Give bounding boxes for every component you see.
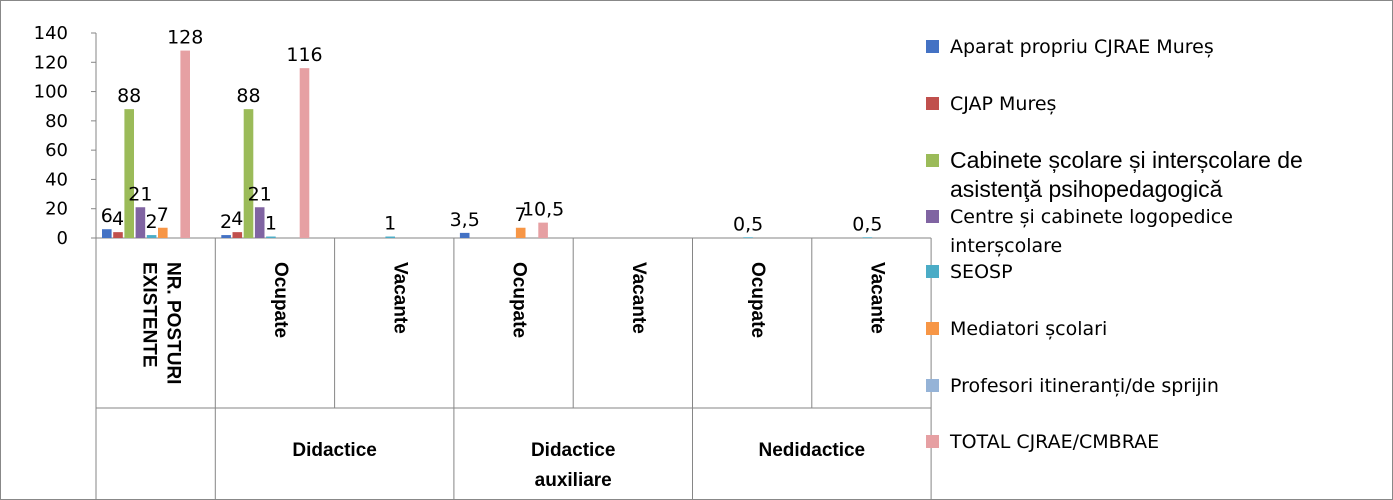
bar-seosp — [862, 237, 873, 238]
bar-cabinete-scolare-si-interscolare-de-asistenta-psihopedagogica — [243, 109, 254, 239]
bar-cjap-mures — [232, 232, 243, 238]
bar-mediatori-scolari — [158, 227, 168, 238]
data-label: 21 — [248, 183, 272, 205]
y-tick-label: 20 — [45, 199, 68, 220]
data-label: 6 — [101, 205, 113, 227]
bar-centre-si-cabinete-logopedice-interscolare — [135, 207, 146, 238]
y-axis-ticks: 0 20 40 60 80 100 120 140 — [34, 23, 68, 249]
category-label: Ocupate — [509, 262, 530, 338]
legend-label: SEOSP — [950, 261, 1013, 283]
legend: Aparat propriu CJRAE Mureș CJAP Mureș Cabi… — [926, 36, 1303, 453]
legend-swatch-profesori-itineranti-de-sprijin — [926, 379, 939, 392]
category-label: Vacante — [866, 262, 887, 334]
category-label: NR. POSTURI — [163, 262, 184, 384]
category-label: Vacante — [628, 262, 649, 334]
data-label: 3,5 — [450, 209, 480, 231]
bar-centre-si-cabinete-logopedice-interscolare — [254, 207, 265, 238]
data-label: 88 — [117, 85, 141, 107]
category-label: EXISTENTE — [139, 262, 160, 368]
data-label: 7 — [157, 204, 169, 226]
legend-swatch-cjap-mures — [926, 97, 939, 110]
bar-seosp — [146, 235, 157, 238]
legend-label: CJAP Mureș — [950, 93, 1056, 115]
data-label: 88 — [236, 85, 260, 107]
bar-total-cjrae-cmbrae — [180, 50, 190, 239]
group-label: Didactice — [292, 440, 376, 461]
bars — [102, 50, 873, 239]
group-label: auxiliare — [535, 470, 612, 491]
category-label: Ocupate — [270, 262, 291, 338]
legend-label: TOTAL CJRAE/CMBRAE — [949, 431, 1159, 453]
data-label: 4 — [112, 208, 124, 230]
bar-cabinete-scolare-si-interscolare-de-asistenta-psihopedagogica — [124, 109, 134, 239]
bar-aparat-propriu-cjrae-mures — [221, 235, 231, 238]
data-label: 0,5 — [852, 213, 882, 235]
data-label: 1 — [384, 213, 396, 235]
data-label: 0,5 — [733, 213, 763, 235]
category-label: Vacante — [389, 262, 410, 334]
y-tick-label: 120 — [34, 52, 68, 73]
data-label: 4 — [231, 208, 243, 230]
data-label: 10,5 — [522, 199, 564, 221]
legend-label: Centre și cabinete logopedice — [950, 206, 1233, 228]
y-tick-label: 60 — [45, 140, 68, 161]
y-tick-label: 100 — [34, 82, 68, 103]
bar-seosp — [743, 237, 753, 238]
bar-seosp — [266, 236, 276, 238]
bar-aparat-propriu-cjrae-mures — [459, 232, 470, 238]
bar-total-cjrae-cmbrae — [299, 68, 310, 239]
data-label: 7 — [515, 204, 527, 226]
data-label: 2 — [220, 211, 232, 233]
bar-aparat-propriu-cjrae-mures — [102, 229, 112, 238]
legend-label: Aparat propriu CJRAE Mureș — [950, 36, 1214, 58]
legend-label: asistenţă psihopedagogică — [950, 176, 1223, 202]
group-label: Nedidactice — [758, 440, 865, 461]
y-tick-label: 80 — [45, 111, 68, 132]
data-label: 116 — [286, 44, 322, 66]
data-label: 1 — [265, 213, 277, 235]
group-labels: Didactice Didactice auxiliare Nedidactice — [292, 440, 865, 491]
legend-swatch-mediatori-scolari — [926, 322, 939, 335]
legend-label: Cabinete școlare și interșcolare de — [950, 147, 1303, 173]
legend-label: Profesori itineranți/de sprijin — [950, 375, 1219, 397]
data-label: 2 — [146, 211, 158, 233]
group-label: Didactice — [531, 440, 615, 461]
legend-label: Mediatori școlari — [950, 318, 1107, 340]
data-label: 21 — [128, 183, 152, 205]
legend-swatch-aparat-propriu-cjrae-mures — [926, 40, 939, 53]
legend-swatch-cabinete-scolare-si-interscolare-de-asistenta-psihopedagogica — [926, 154, 939, 167]
y-tick-label: 40 — [45, 169, 68, 190]
category-label: Ocupate — [747, 262, 768, 338]
data-label: 128 — [167, 27, 203, 49]
legend-label: interșcolare — [950, 235, 1062, 257]
legend-swatch-total-cjrae-cmbrae — [926, 435, 939, 448]
bar-cjap-mures — [113, 232, 123, 238]
bar-seosp — [385, 236, 395, 238]
legend-swatch-centre-si-cabinete-logopedice-interscolare — [926, 210, 939, 223]
y-tick-label: 140 — [34, 23, 68, 44]
bar-mediatori-scolari — [515, 227, 526, 238]
bar-total-cjrae-cmbrae — [538, 222, 548, 238]
y-tick-label: 0 — [57, 228, 68, 249]
legend-swatch-seosp — [926, 265, 939, 278]
